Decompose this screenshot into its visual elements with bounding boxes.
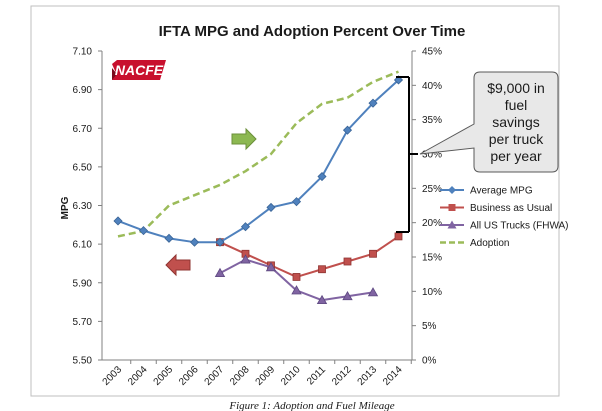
green-arrow-icon: [231, 127, 257, 151]
legend-marker: [448, 186, 456, 194]
y-tick-label: 5.90: [73, 278, 93, 289]
left-axis-ticks: 5.50 5.70 5.90 6.10 6.30 6.50 6.70 6.90 7.10: [73, 47, 102, 367]
y2-tick-label: 25%: [422, 184, 442, 195]
legend-item: Adoption: [440, 238, 509, 249]
y2-tick-label: 35%: [422, 115, 442, 126]
legend-label: All US Trucks (FHWA): [470, 221, 569, 232]
data-point: [342, 290, 353, 301]
series-line: [219, 235, 400, 278]
y2-tick-label: 40%: [422, 81, 442, 92]
series-line: [117, 70, 399, 238]
legend-item: All US Trucks (FHWA): [440, 220, 569, 232]
y-tick-label: 5.70: [73, 317, 93, 328]
data-point: [240, 222, 251, 232]
y2-tick-label: 0%: [422, 356, 437, 367]
y-axis-label: MPG: [60, 196, 71, 219]
data-point: [367, 287, 379, 297]
callout-line-3: savings: [492, 114, 539, 130]
series-all-us-trucks-fhwa: [214, 254, 379, 305]
y2-tick-label: 45%: [422, 47, 442, 58]
y2-tick-label: 30%: [422, 150, 442, 161]
data-point: [291, 285, 302, 295]
legend-item: Business as Usual: [440, 203, 552, 214]
legend-label: Average MPG: [470, 186, 533, 197]
savings-bracket: [396, 76, 418, 233]
series-adoption: [117, 70, 399, 238]
callout-line-2: fuel: [505, 97, 528, 113]
y-tick-label: 6.50: [73, 162, 93, 173]
y-tick-label: 5.50: [73, 356, 93, 367]
chart-title: IFTA MPG and Adoption Percent Over Time: [159, 23, 466, 40]
data-point: [240, 254, 251, 264]
logo-text: NACFE: [115, 62, 164, 78]
series-average-mpg: [113, 75, 404, 247]
callout-line-4: per truck: [489, 131, 544, 147]
data-point: [164, 233, 174, 243]
legend-marker: [448, 204, 456, 211]
y-tick-label: 6.70: [73, 124, 93, 135]
y2-tick-label: 15%: [422, 253, 442, 264]
callout-line-5: per year: [490, 148, 542, 164]
data-point: [189, 237, 200, 247]
red-arrow-icon: [165, 253, 191, 277]
data-point: [291, 197, 302, 207]
right-axis-ticks: 0% 5% 10% 15% 20% 25% 30% 35% 40% 45%: [412, 47, 442, 367]
data-point: [113, 216, 123, 226]
data-point: [318, 265, 326, 274]
data-point: [138, 226, 149, 236]
data-point: [266, 202, 276, 212]
data-point: [317, 171, 327, 182]
nacfe-logo: NACFE: [112, 60, 166, 80]
y-tick-label: 7.10: [73, 47, 93, 58]
y2-tick-label: 10%: [422, 287, 442, 298]
data-point: [292, 273, 301, 281]
data-point: [316, 294, 328, 305]
legend-label: Adoption: [470, 238, 509, 249]
y2-tick-label: 5%: [422, 321, 437, 332]
data-point: [394, 232, 403, 241]
data-point: [368, 98, 378, 108]
data-point: [369, 249, 377, 258]
y2-tick-label: 20%: [422, 218, 442, 229]
y-tick-label: 6.90: [73, 85, 93, 96]
legend-label: Business as Usual: [470, 203, 552, 214]
logo-shape: [112, 60, 166, 80]
figure-caption: Figure 1: Adoption and Fuel Mileage: [228, 400, 394, 411]
savings-callout: $9,000 in fuel savings per truck per yea…: [419, 71, 559, 173]
callout-line-1: $9,000 in: [487, 80, 545, 96]
legend-item: Average MPG: [440, 186, 533, 197]
data-point: [343, 257, 352, 266]
data-point: [265, 261, 277, 272]
series-layer: [113, 70, 404, 305]
y-tick-label: 6.10: [73, 240, 93, 251]
data-point: [214, 267, 226, 277]
data-point: [215, 237, 225, 247]
legend-marker: [447, 220, 457, 229]
data-point: [342, 125, 353, 135]
legend: Average MPG Business as Usual All US Truck…: [440, 186, 569, 249]
series-line: [117, 79, 400, 244]
y-tick-label: 6.30: [73, 201, 93, 212]
logo-accent: [112, 68, 117, 80]
